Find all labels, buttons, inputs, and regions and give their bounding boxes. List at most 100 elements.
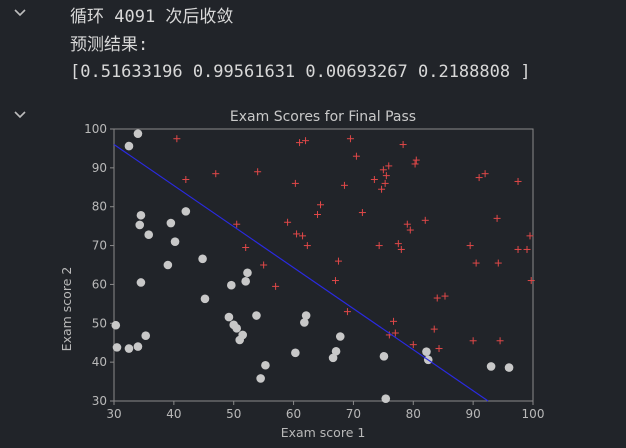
admitted-point: [303, 242, 311, 250]
admitted-point: [399, 141, 407, 149]
admitted-point: [296, 139, 304, 147]
chart-title: Exam Scores for Final Pass: [230, 109, 416, 125]
admitted-point: [391, 329, 399, 337]
admitted-point: [343, 308, 351, 316]
admitted-point: [317, 201, 325, 209]
admitted-point: [514, 177, 522, 185]
not-admitted-point: [166, 218, 176, 228]
y-axis-label: Exam score 2: [59, 267, 74, 352]
x-axis-label: Exam score 1: [281, 425, 366, 440]
not-admitted-point: [141, 331, 151, 341]
not-admitted-point: [232, 324, 242, 333]
admitted-point: [254, 168, 262, 176]
not-admitted-point: [238, 330, 247, 340]
y-tick-label: 80: [92, 200, 107, 214]
scatter-plot-svg: Exam Scores for Final Pass 30 40 50 60 70 80 9…: [59, 109, 544, 440]
not-admitted-point: [256, 374, 265, 383]
admitted-point: [302, 137, 310, 145]
scatter-plot: Exam Scores for Final Pass 30 40 50 60 70 80 9…: [52, 102, 626, 448]
x-tick-label: 100: [522, 407, 545, 421]
admitted-point: [493, 214, 501, 222]
not-admitted-point: [486, 362, 496, 371]
x-tick-label: 40: [166, 407, 181, 421]
not-admitted-point: [170, 237, 180, 246]
admitted-point: [523, 245, 531, 253]
admitted-point: [472, 259, 480, 267]
admitted-point: [212, 170, 220, 178]
admitted-point: [331, 277, 339, 285]
admitted-point: [293, 230, 301, 238]
not-admitted-point: [379, 352, 389, 361]
output-line-convergence: 循环 4091 次后收敛: [70, 7, 234, 27]
admitted-point: [466, 242, 474, 250]
chevron-down-icon: [14, 9, 26, 17]
not-admitted-point: [181, 207, 191, 216]
admitted-point: [406, 226, 414, 234]
admitted-point: [527, 277, 535, 285]
admitted-point: [421, 216, 429, 224]
not-admitted-point: [335, 332, 345, 341]
x-tick-label: 70: [346, 407, 361, 421]
not-admitted-point: [243, 268, 252, 278]
not-admitted-point: [133, 342, 143, 351]
admitted-point: [378, 185, 386, 193]
admitted-point: [481, 170, 489, 178]
x-tick-label: 50: [226, 407, 241, 421]
y-tick-label: 60: [92, 277, 107, 291]
not-admitted-point: [135, 220, 145, 230]
admitted-point: [272, 282, 280, 290]
admitted-point: [411, 160, 419, 168]
admitted-point: [340, 181, 348, 189]
admitted-point: [494, 259, 502, 267]
admitted-point: [385, 162, 393, 170]
admitted-point: [430, 325, 438, 333]
admitted-point: [496, 337, 504, 345]
not-admitted-point: [261, 360, 270, 370]
not-admitted-point: [381, 394, 391, 403]
admitted-point: [352, 152, 360, 160]
admitted-point: [314, 210, 322, 218]
not-admitted-point: [252, 311, 261, 320]
y-tick-label: 70: [92, 239, 107, 253]
cell-2-toggle[interactable]: [13, 110, 33, 124]
not-admitted-point: [300, 318, 309, 327]
admitted-point: [390, 317, 398, 325]
admitted-point: [370, 176, 378, 184]
admitted-point: [242, 244, 250, 252]
not-admitted-point: [133, 129, 143, 138]
output-line-prediction-label: 预测结果:: [70, 35, 149, 55]
admitted-point: [412, 156, 420, 164]
not-admitted-point: [301, 311, 311, 320]
not-admitted-point: [241, 277, 250, 286]
admitted-point: [409, 341, 417, 349]
admitted-point: [299, 232, 307, 240]
chevron-down-icon: [14, 111, 26, 119]
not-admitted-point: [422, 347, 431, 356]
not-admitted-point: [224, 312, 234, 322]
plot-area: 30 40 50 60 70 80 90 100 30 40 50 60 70 80 90 100: [84, 122, 544, 421]
admitted-point: [182, 176, 190, 184]
not-admitted-point: [331, 346, 341, 356]
not-admitted-point: [163, 260, 173, 270]
cell-1-toggle[interactable]: [13, 8, 33, 22]
admitted-point: [394, 240, 402, 248]
not-admitted-point: [328, 353, 338, 363]
not-admitted-point: [124, 141, 134, 151]
admitted-point: [469, 337, 477, 345]
admitted-point: [379, 166, 387, 174]
not-admitted-point: [227, 280, 236, 290]
y-tick-label: 100: [84, 122, 107, 136]
admitted-point: [526, 232, 534, 240]
not-admitted-point: [291, 348, 300, 358]
admitted-point: [433, 294, 441, 302]
not-admitted-point: [136, 210, 146, 220]
x-tick-label: 80: [406, 407, 421, 421]
admitted-point: [291, 179, 299, 187]
not-admitted-point: [111, 320, 121, 330]
y-tick-label: 30: [92, 394, 107, 408]
not-admitted-point: [136, 278, 146, 287]
y-tick-label: 90: [92, 161, 107, 175]
admitted-point: [260, 261, 268, 269]
admitted-point: [173, 135, 181, 143]
admitted-point: [346, 135, 354, 143]
